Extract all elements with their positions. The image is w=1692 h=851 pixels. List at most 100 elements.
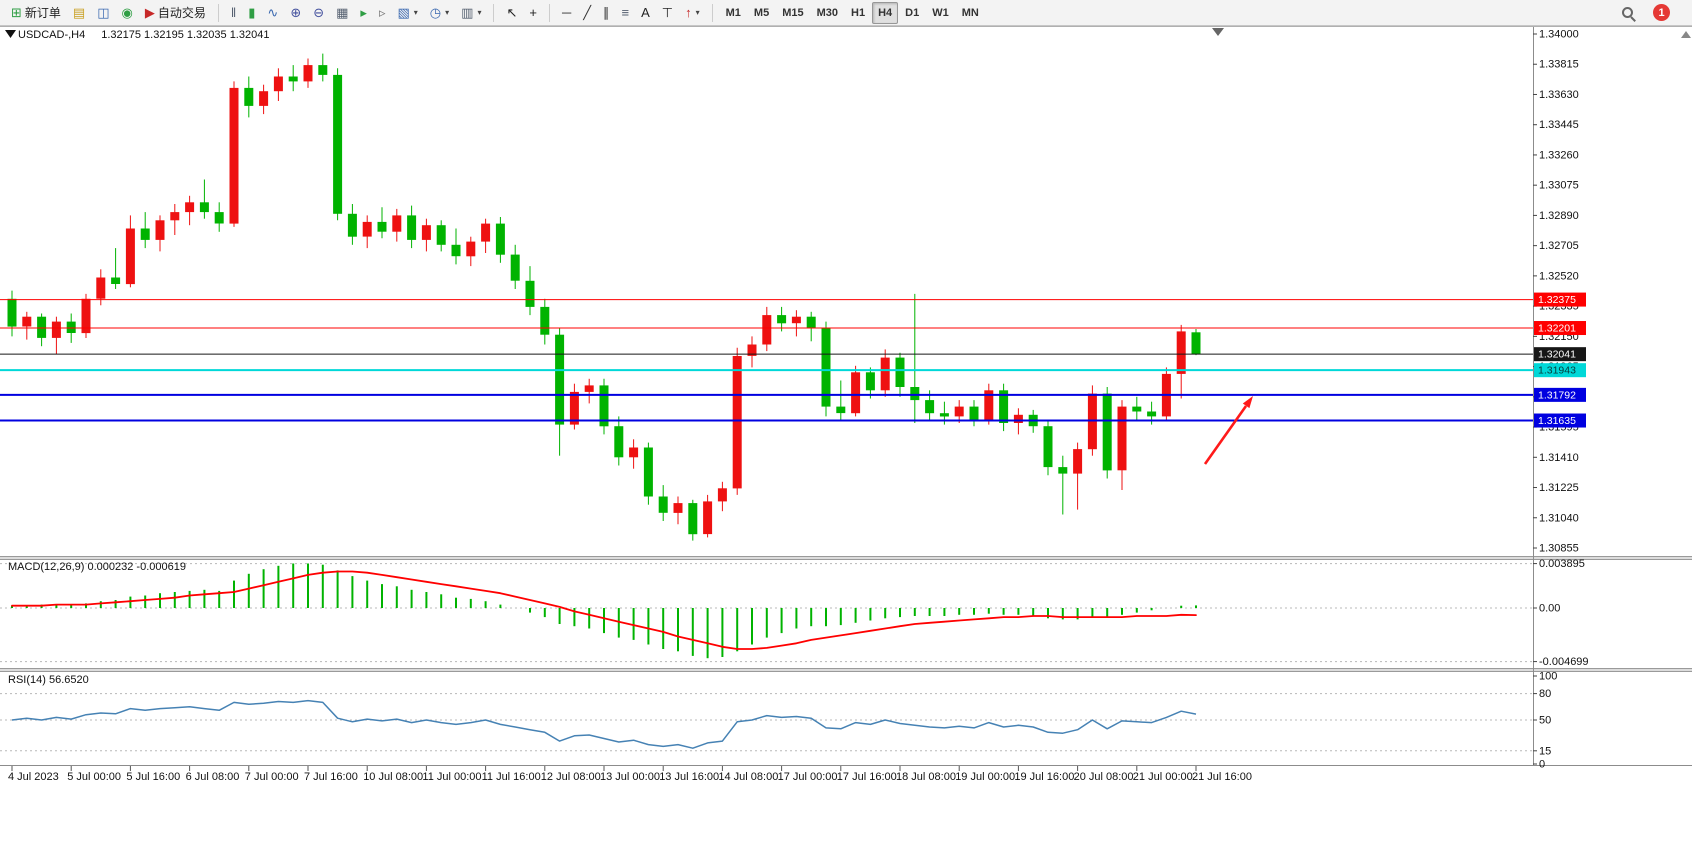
candle-body	[7, 298, 17, 327]
candle-body	[865, 372, 875, 391]
new-order-button[interactable]: 新订单	[6, 2, 66, 24]
text-label-icon	[662, 6, 673, 19]
cursor-button[interactable]	[501, 2, 522, 24]
autotrading-button[interactable]: 自动交易	[140, 2, 211, 24]
arrow-up-icon	[685, 6, 692, 19]
time-axis-label: 7 Jul 00:00	[245, 771, 299, 783]
candle-body	[37, 316, 47, 338]
auto-scroll-button[interactable]	[355, 2, 372, 24]
candle-body	[1147, 411, 1157, 417]
zoom-out-button[interactable]	[308, 2, 329, 24]
chart-shift-button[interactable]	[374, 2, 391, 24]
chart-symbol-period: USDCAD-,H4	[18, 29, 86, 41]
bar-chart-icon	[231, 6, 236, 19]
timeframe-h1-button[interactable]: H1	[845, 2, 871, 24]
timeframe-m30-button[interactable]: M30	[811, 2, 844, 24]
candlestick-chart-icon	[248, 6, 255, 19]
caret-down-icon	[414, 9, 418, 17]
candle-body	[510, 254, 520, 281]
timeframe-w1-button[interactable]: W1	[926, 2, 955, 24]
time-axis-label: 11 Jul 16:00	[482, 771, 541, 783]
candle-body	[125, 228, 135, 285]
candle-body	[555, 334, 565, 425]
time-axis-label: 20 Jul 08:00	[1074, 771, 1134, 783]
new-chart-icon	[397, 6, 409, 19]
timeframe-mn-button[interactable]: MN	[956, 2, 985, 24]
price-axis-label: 1.31225	[1539, 482, 1579, 494]
macd-axis-label: 0.003895	[1539, 558, 1585, 570]
new-chart-button[interactable]	[392, 2, 422, 24]
candle-body	[140, 228, 150, 240]
candle-body	[407, 215, 417, 240]
candle-body	[910, 387, 920, 401]
chart-title: USDCAD-,H4 1.32175 1.32195 1.32035 1.3204…	[18, 29, 269, 41]
chart-ohlc-readout: 1.32175 1.32195 1.32035 1.32041	[101, 29, 270, 41]
panel-splitter-main-macd[interactable]	[0, 556, 1692, 560]
candlestick-chart-button[interactable]	[243, 2, 260, 24]
zoom-in-button[interactable]	[285, 2, 306, 24]
price-badge-label: 1.31943	[1538, 365, 1576, 377]
search-icon	[1620, 5, 1636, 21]
market-watch-icon	[73, 6, 85, 19]
candle-body	[821, 328, 831, 407]
tile-windows-button[interactable]	[331, 2, 353, 24]
timeframe-m5-button[interactable]: M5	[748, 2, 775, 24]
timeframe-h4-button[interactable]: H4	[872, 1, 899, 24]
time-axis-label: 17 Jul 16:00	[837, 771, 897, 783]
candle-body	[747, 344, 757, 356]
terminal-button[interactable]	[117, 2, 138, 24]
candle-body	[1013, 414, 1023, 423]
candle-body	[954, 406, 964, 417]
time-axis-label: 7 Jul 16:00	[304, 771, 358, 783]
time-axis-label: 5 Jul 16:00	[126, 771, 180, 783]
candle-body	[629, 447, 639, 458]
candle-body	[244, 87, 254, 106]
market-watch-button[interactable]	[68, 2, 90, 24]
timeframe-m1-button[interactable]: M1	[720, 2, 747, 24]
annotation-arrow-head[interactable]	[1242, 396, 1253, 409]
text-button[interactable]	[636, 2, 655, 24]
navigator-button[interactable]	[92, 2, 114, 24]
period-button[interactable]	[425, 2, 454, 24]
annotation-arrow-line[interactable]	[1203, 405, 1248, 465]
notification-badge[interactable]: 1	[1653, 4, 1670, 21]
price-axis-label: 1.32520	[1539, 270, 1579, 282]
price-axis-label: 1.33260	[1539, 149, 1579, 161]
candle-body	[599, 385, 609, 427]
price-badge	[1534, 347, 1586, 362]
timeframe-m15-button[interactable]: M15	[776, 2, 809, 24]
crosshair-icon	[529, 6, 537, 19]
candle-body	[451, 244, 461, 257]
time-axis-label: 13 Jul 00:00	[600, 771, 660, 783]
toolbar-separator	[711, 3, 713, 22]
channel-button[interactable]	[598, 2, 615, 24]
horizontal-line-button[interactable]	[557, 2, 576, 24]
scale-scroll-up-icon[interactable]	[1681, 31, 1691, 38]
line-chart-icon	[267, 6, 278, 19]
candle-body	[1191, 332, 1201, 355]
text-label-button[interactable]	[657, 2, 678, 24]
autotrading-icon	[145, 6, 155, 19]
candle-body	[851, 372, 861, 414]
candle-body	[273, 76, 283, 92]
fibonacci-button[interactable]	[617, 2, 635, 24]
templates-button[interactable]	[456, 2, 486, 24]
bar-chart-button[interactable]	[226, 2, 241, 24]
candle-body	[584, 385, 594, 392]
panel-splitter-macd-rsi[interactable]	[0, 668, 1692, 672]
time-axis-label: 13 Jul 16:00	[659, 771, 719, 783]
timeframe-d1-button[interactable]: D1	[899, 2, 925, 24]
search-button[interactable]	[1615, 2, 1641, 24]
price-axis-label: 1.33445	[1539, 119, 1579, 131]
candle-body	[495, 223, 505, 255]
new-order-icon	[11, 6, 22, 19]
terminal-icon	[122, 6, 133, 19]
crosshair-button[interactable]	[524, 2, 542, 24]
arrows-button[interactable]	[680, 2, 705, 24]
trendline-button[interactable]	[578, 2, 596, 24]
one-click-trading-toggle[interactable]	[5, 30, 16, 38]
candle-body	[333, 74, 343, 214]
chart-shift-marker[interactable]	[1212, 28, 1224, 36]
line-chart-button[interactable]	[262, 2, 283, 24]
